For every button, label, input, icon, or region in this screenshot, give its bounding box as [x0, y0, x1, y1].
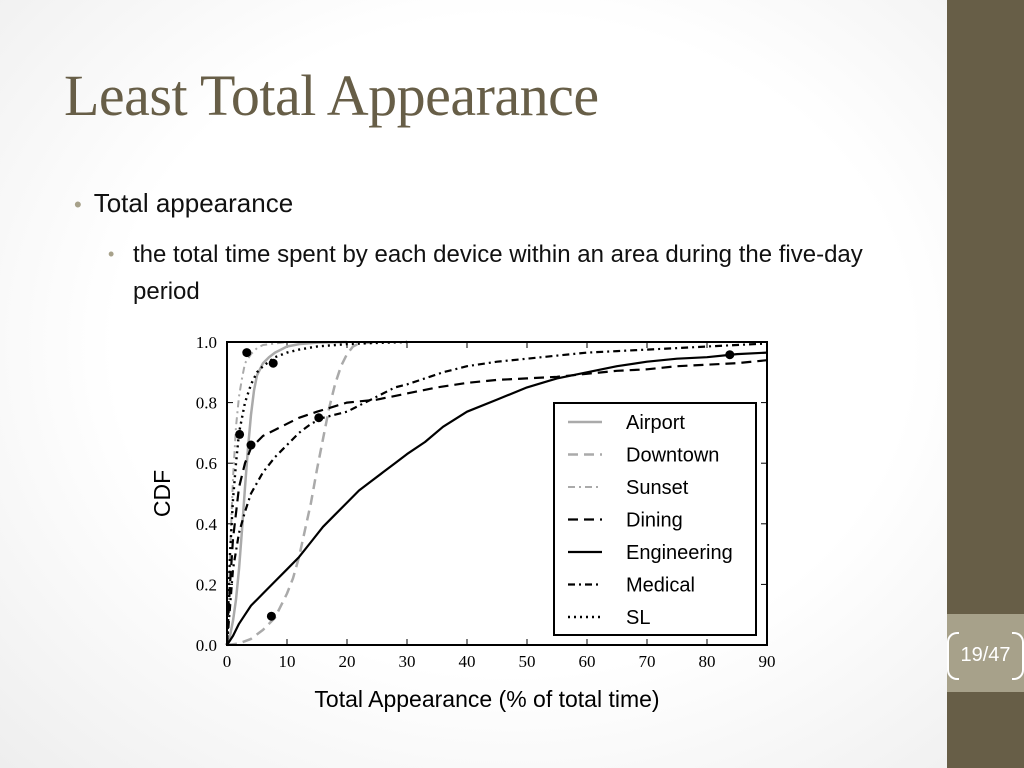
x-tick-label: 20 — [339, 652, 356, 671]
legend-label: Dining — [626, 510, 683, 532]
slide-title: Least Total Appearance — [64, 63, 599, 128]
bullet-level-2: • the total time spent by each device wi… — [108, 236, 878, 310]
series-sunset-line — [226, 341, 288, 646]
y-axis-label: CDF — [149, 470, 175, 517]
page-number: 19/47 — [960, 644, 1011, 666]
legend-label: SL — [626, 607, 650, 629]
legend-label: Medical — [626, 575, 695, 597]
bullet-dot: • — [74, 192, 82, 217]
legend-label: Engineering — [626, 542, 733, 564]
marker-point — [235, 429, 245, 439]
marker-point — [242, 348, 252, 358]
x-tick-label: 90 — [759, 652, 776, 671]
x-tick-label: 30 — [399, 652, 416, 671]
legend-label: Downtown — [626, 445, 719, 467]
x-axis-label: Total Appearance (% of total time) — [314, 686, 659, 712]
y-tick-label: 0.2 — [196, 575, 217, 594]
axes-frame — [226, 341, 768, 646]
y-tick-label: 0.0 — [196, 636, 217, 655]
cdf-chart: 0 10 20 30 40 50 60 70 80 90 0.0 0.2 0.4 0.6 0.8 1.0 Tot… — [149, 333, 776, 712]
x-tick-label: 80 — [699, 652, 716, 671]
bullet-dot: • — [108, 244, 115, 264]
page-bracket-right — [1012, 632, 1024, 680]
x-tick-label: 10 — [279, 652, 296, 671]
page-bracket-left — [947, 632, 959, 680]
y-tick-label: 0.8 — [196, 394, 217, 413]
y-tick-label: 1.0 — [196, 333, 217, 352]
marker-point — [268, 358, 278, 368]
bullet-text: Total appearance — [93, 188, 294, 218]
series-downtown-line — [226, 340, 378, 647]
marker-point — [314, 413, 324, 423]
series-medical-line — [225, 342, 768, 646]
marker-point — [246, 440, 256, 450]
bullet-level-1: • Total appearance — [74, 188, 293, 219]
legend: Airport Downtown Sunset Dining Engineering Me… — [553, 402, 757, 636]
series-engineering-line — [226, 351, 768, 646]
page-number-box — [947, 614, 1024, 692]
x-tick-label: 40 — [459, 652, 476, 671]
x-tick-label: 0 — [223, 652, 232, 671]
marker-point — [266, 611, 276, 621]
x-tick-label: 70 — [639, 652, 656, 671]
series-dining-line — [225, 359, 768, 646]
y-tick-label: 0.4 — [196, 515, 218, 534]
series-sl-line — [225, 340, 408, 646]
x-tick-label: 50 — [519, 652, 536, 671]
bullet-text: the total time spent by each device with… — [133, 241, 863, 305]
legend-label: Airport — [626, 412, 685, 434]
series-airport-line — [225, 340, 348, 646]
x-tick-label: 60 — [579, 652, 596, 671]
legend-label: Sunset — [626, 477, 689, 499]
marker-point — [725, 350, 735, 360]
y-tick-label: 0.6 — [196, 454, 217, 473]
